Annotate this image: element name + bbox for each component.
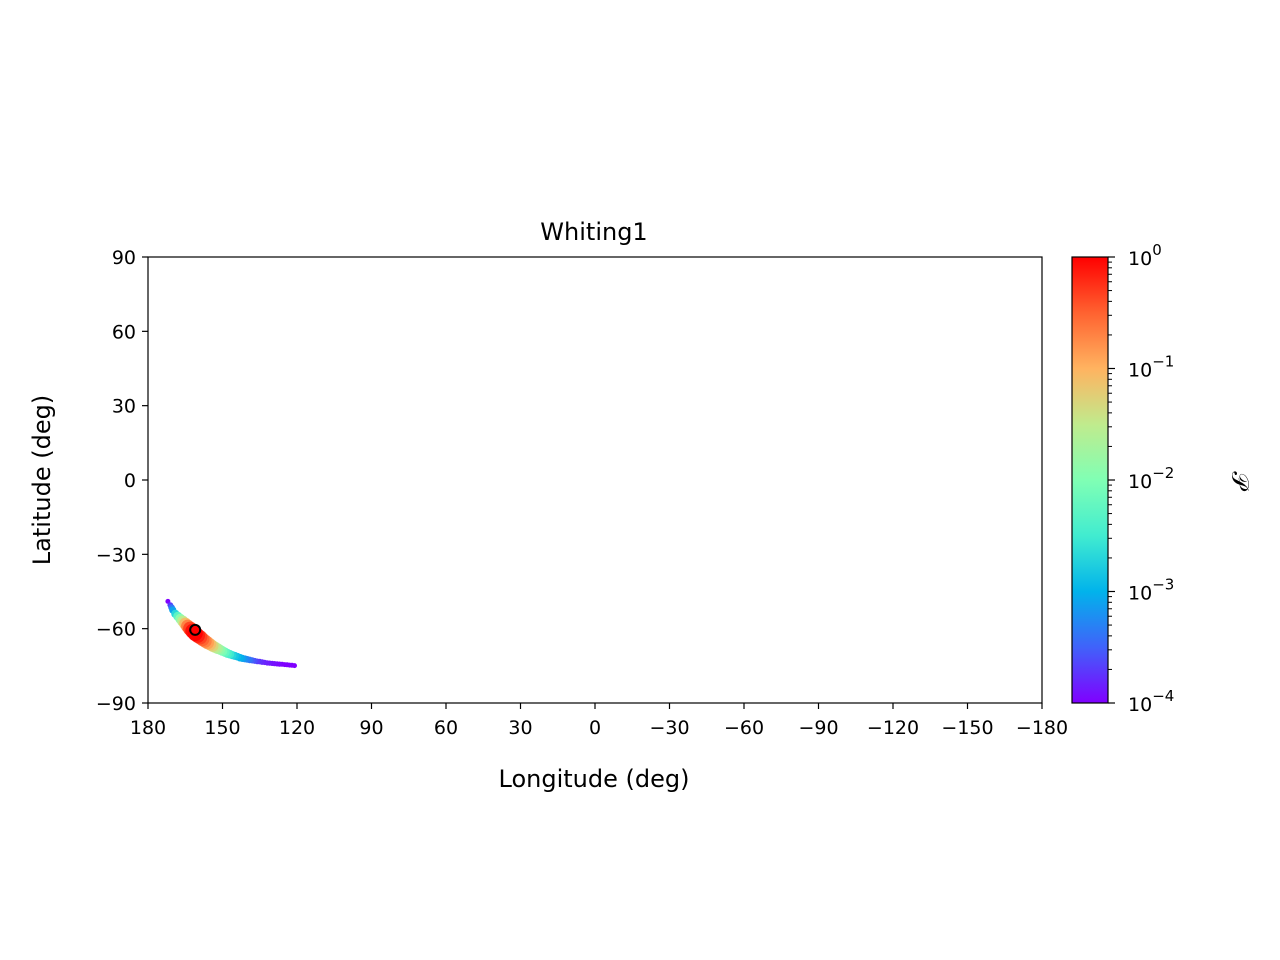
data-point — [272, 661, 278, 667]
x-tick-label: −90 — [798, 717, 838, 739]
x-tick-label: 150 — [204, 717, 240, 739]
x-tick-label: 180 — [130, 717, 166, 739]
y-tick-label: 30 — [112, 396, 136, 418]
x-axis-label: Longitude (deg) — [499, 765, 690, 793]
y-tick-label: 90 — [112, 247, 136, 269]
scatter-points — [165, 598, 297, 669]
data-point — [292, 663, 297, 669]
plot-area — [147, 256, 1043, 704]
x-axis: 180 150 120 90 60 30 0 −30 −60 −90 −120 −150 −180 — [130, 703, 1068, 739]
plot-frame — [147, 256, 1043, 704]
x-tick-label: 90 — [359, 717, 383, 739]
colorbar-tick-label: 10−2 — [1128, 464, 1174, 493]
y-tick-label: 60 — [112, 321, 136, 343]
colorbar-tick-label: 100 — [1128, 241, 1162, 270]
x-tick-label: −60 — [724, 717, 764, 739]
y-axis-label: Latitude (deg) — [28, 395, 56, 565]
colorbar-tick-label: 10−1 — [1128, 353, 1174, 382]
x-tick-label: 120 — [279, 717, 315, 739]
x-tick-label: 30 — [508, 717, 532, 739]
y-tick-label: −30 — [96, 544, 136, 566]
data-point — [277, 661, 283, 667]
x-tick-label: −180 — [1016, 717, 1068, 739]
colorbar-scale — [1071, 256, 1109, 704]
colorbar-tick-label: 10−4 — [1128, 687, 1174, 716]
chart-title: Whiting1 — [540, 218, 647, 246]
x-tick-label: 60 — [434, 717, 458, 739]
best-fit-marker — [189, 623, 202, 636]
y-tick-label: −60 — [96, 619, 136, 641]
colorbar: 100 10−1 10−2 10−3 10−4 — [1071, 241, 1174, 716]
y-axis: 90 60 30 0 −30 −60 −90 — [96, 247, 148, 715]
x-tick-label: 0 — [589, 717, 601, 739]
colorbar-label: 𝒫 — [1226, 471, 1254, 491]
y-tick-label: 0 — [124, 470, 136, 492]
x-tick-label: −120 — [867, 717, 919, 739]
y-tick-label: −90 — [96, 693, 136, 715]
colorbar-tick-label: 10−3 — [1128, 576, 1174, 605]
x-tick-label: −150 — [941, 717, 993, 739]
x-tick-label: −30 — [649, 717, 689, 739]
